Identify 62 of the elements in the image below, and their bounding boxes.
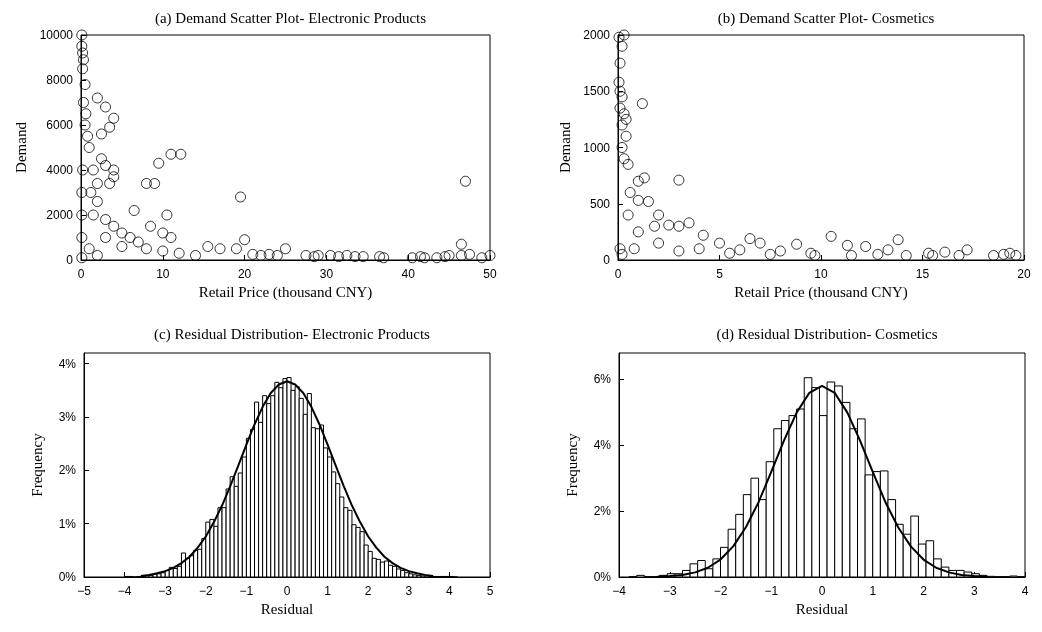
y-tick-label: 0: [66, 253, 74, 267]
y-axis-title: Demand: [13, 121, 30, 173]
x-tick-label: −4: [612, 584, 627, 598]
y-tick-label: 10000: [39, 28, 74, 42]
chart-title: (b) Demand Scatter Plot- Cosmetics: [717, 9, 935, 27]
x-tick-label: 1: [324, 584, 332, 598]
y-tick-label: 0%: [593, 570, 612, 584]
y-tick-label: 4%: [58, 356, 77, 371]
x-tick-label: −4: [117, 584, 132, 598]
x-axis-title: Retail Price (thousand CNY): [734, 284, 908, 302]
y-tick-label: 4%: [593, 438, 612, 453]
x-tick-label: 0: [818, 584, 826, 598]
x-tick-label: 50: [483, 267, 497, 281]
x-tick-label: 4: [1021, 584, 1029, 598]
x-tick-label: 3: [970, 584, 978, 598]
y-tick-label: 500: [589, 196, 611, 211]
x-tick-label: 1: [869, 584, 877, 598]
x-tick-label: 0: [614, 267, 622, 281]
y-tick-label: 1%: [58, 516, 77, 531]
y-tick-label: 2000: [46, 208, 74, 222]
chart-title: (a) Demand Scatter Plot- Electronic Products: [154, 9, 427, 27]
y-tick-label: 0%: [58, 570, 77, 584]
x-tick-label: 20: [1017, 267, 1031, 281]
x-tick-label: 5: [716, 267, 724, 281]
x-axis-title: Residual: [795, 601, 849, 618]
x-tick-label: 2: [920, 584, 928, 598]
y-tick-label: 2000: [583, 28, 611, 42]
x-tick-label: 2: [364, 584, 372, 598]
x-tick-label: −1: [239, 584, 254, 598]
y-tick-label: 1500: [583, 84, 611, 99]
x-tick-label: 20: [237, 267, 252, 281]
y-tick-label: 6000: [46, 118, 74, 132]
chart-title: (c) Residual Distribution- Electronic Products: [154, 325, 431, 343]
y-axis-title: Demand: [556, 121, 573, 173]
x-tick-label: 0: [283, 584, 291, 598]
y-tick-label: 2%: [593, 504, 612, 519]
x-tick-label: 5: [486, 584, 494, 598]
x-tick-label: −3: [662, 584, 677, 598]
x-tick-label: 10: [156, 267, 170, 281]
x-axis-title: Retail Price (thousand CNY): [198, 284, 373, 302]
x-tick-label: −2: [198, 584, 213, 598]
x-tick-label: −3: [158, 584, 173, 598]
y-tick-label: 3%: [58, 410, 77, 424]
x-tick-label: 40: [401, 267, 416, 281]
x-axis-title: Residual: [260, 601, 314, 618]
x-tick-label: 3: [405, 584, 413, 598]
x-tick-label: −2: [713, 584, 728, 598]
y-tick-label: 4000: [46, 163, 74, 177]
x-tick-label: −5: [77, 584, 92, 598]
x-tick-label: 4: [446, 584, 454, 598]
x-tick-label: 15: [915, 267, 930, 281]
y-tick-label: 2%: [58, 463, 77, 478]
y-tick-label: 8000: [46, 73, 74, 87]
y-axis-title: Frequency: [28, 432, 45, 497]
chart-title: (d) Residual Distribution- Cosmetics: [716, 325, 938, 343]
y-tick-label: 0: [603, 253, 611, 267]
x-tick-label: 10: [814, 267, 828, 281]
y-tick-label: 1000: [583, 140, 611, 155]
x-tick-label: 30: [319, 267, 334, 281]
y-tick-label: 6%: [593, 372, 612, 387]
x-tick-label: −1: [764, 584, 779, 598]
y-axis-title: Frequency: [563, 432, 580, 497]
